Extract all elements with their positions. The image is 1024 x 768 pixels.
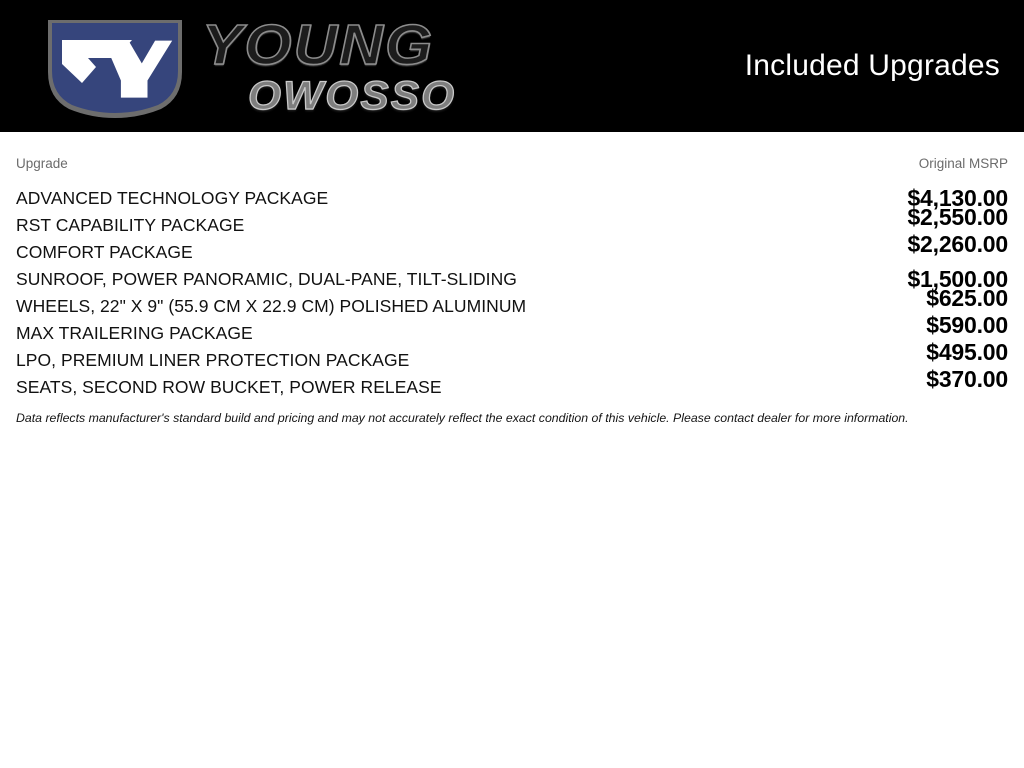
table-row: WHEELS, 22" X 9" (55.9 CM X 22.9 CM) POL… [16, 285, 1008, 320]
table-row: COMFORT PACKAGE $2,260.00 [16, 231, 1008, 266]
table-row: ADVANCED TECHNOLOGY PACKAGE $4,130.00 [16, 185, 1008, 212]
table-row: SUNROOF, POWER PANORAMIC, DUAL-PANE, TIL… [16, 266, 1008, 293]
upgrade-price: $625.00 [926, 285, 1008, 311]
column-header-upgrade: Upgrade [16, 156, 68, 171]
dealer-logo[interactable]: YOUNG OWOSSO [36, 10, 455, 122]
table-row: SEATS, SECOND ROW BUCKET, POWER RELEASE … [16, 366, 1008, 401]
upgrade-name: WHEELS, 22" X 9" (55.9 CM X 22.9 CM) POL… [16, 296, 527, 317]
table-header: Upgrade Original MSRP [16, 132, 1008, 185]
upgrade-price: $370.00 [926, 366, 1008, 392]
wordmark-young: YOUNG [201, 12, 435, 77]
wordmark-owosso: OWOSSO [247, 73, 457, 118]
upgrade-name: MAX TRAILERING PACKAGE [16, 323, 253, 344]
table-row: MAX TRAILERING PACKAGE $590.00 [16, 312, 1008, 347]
included-upgrades-table: Upgrade Original MSRP ADVANCED TECHNOLOG… [16, 132, 1008, 401]
upgrade-price: $590.00 [926, 312, 1008, 338]
table-row: LPO, PREMIUM LINER PROTECTION PACKAGE $4… [16, 339, 1008, 374]
table-body: ADVANCED TECHNOLOGY PACKAGE $4,130.00 RS… [16, 185, 1008, 401]
upgrade-name: SUNROOF, POWER PANORAMIC, DUAL-PANE, TIL… [16, 269, 517, 290]
upgrade-price: $4,130.00 [907, 185, 1008, 211]
upgrade-price: $495.00 [926, 339, 1008, 365]
upgrade-name: LPO, PREMIUM LINER PROTECTION PACKAGE [16, 350, 410, 371]
upgrades-section: Upgrade Original MSRP ADVANCED TECHNOLOG… [0, 132, 1024, 401]
column-header-original-msrp: Original MSRP [918, 156, 1008, 171]
upgrade-name: ADVANCED TECHNOLOGY PACKAGE [16, 188, 329, 209]
upgrade-price: $2,550.00 [907, 204, 1008, 230]
upgrade-name: SEATS, SECOND ROW BUCKET, POWER RELEASE [16, 377, 442, 398]
disclaimer-text: Data reflects manufacturer's standard bu… [16, 411, 909, 425]
upgrade-price: $1,500.00 [907, 266, 1008, 292]
table-row: RST CAPABILITY PACKAGE $2,550.00 [16, 204, 1008, 239]
upgrade-price: $2,260.00 [907, 231, 1008, 257]
table-header-row: Upgrade Original MSRP [16, 132, 1008, 185]
upgrade-name: COMFORT PACKAGE [16, 242, 193, 263]
page-title: Included Upgrades [744, 49, 1000, 82]
page-header: YOUNG OWOSSO Included Upgrades [0, 0, 1024, 132]
upgrade-name: RST CAPABILITY PACKAGE [16, 215, 245, 236]
fy-shield-logo-icon [36, 14, 194, 118]
dealer-wordmark: YOUNG OWOSSO [201, 15, 455, 116]
